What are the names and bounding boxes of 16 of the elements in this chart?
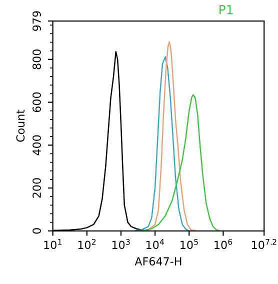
text: P1 [220,5,233,14]
x-tick-label: 10$^{7.2}$ [252,238,276,250]
x-axis-title: AF647-H [134,257,182,266]
x-tick-label: 10$^{1}$ [44,239,62,250]
y-tick-label: 800 [32,50,41,70]
y-tick-label: 200 [32,178,41,198]
x-tick-label: 10$^{6}$ [214,238,232,250]
y-tick-label: 600 [32,92,41,112]
y-tick-label: 979 [32,11,41,31]
y-axis-title: Count [16,110,25,142]
x-tick-label: 10$^{3}$ [112,238,130,250]
x-tick-label: 10$^{5}$ [180,239,198,250]
x-tick-label: 10$^{2}$ [78,238,96,250]
y-tick-label: 0 [32,228,41,234]
y-tick-label: 400 [32,135,41,156]
x-tick-label: 10$^{4}$ [146,239,164,250]
